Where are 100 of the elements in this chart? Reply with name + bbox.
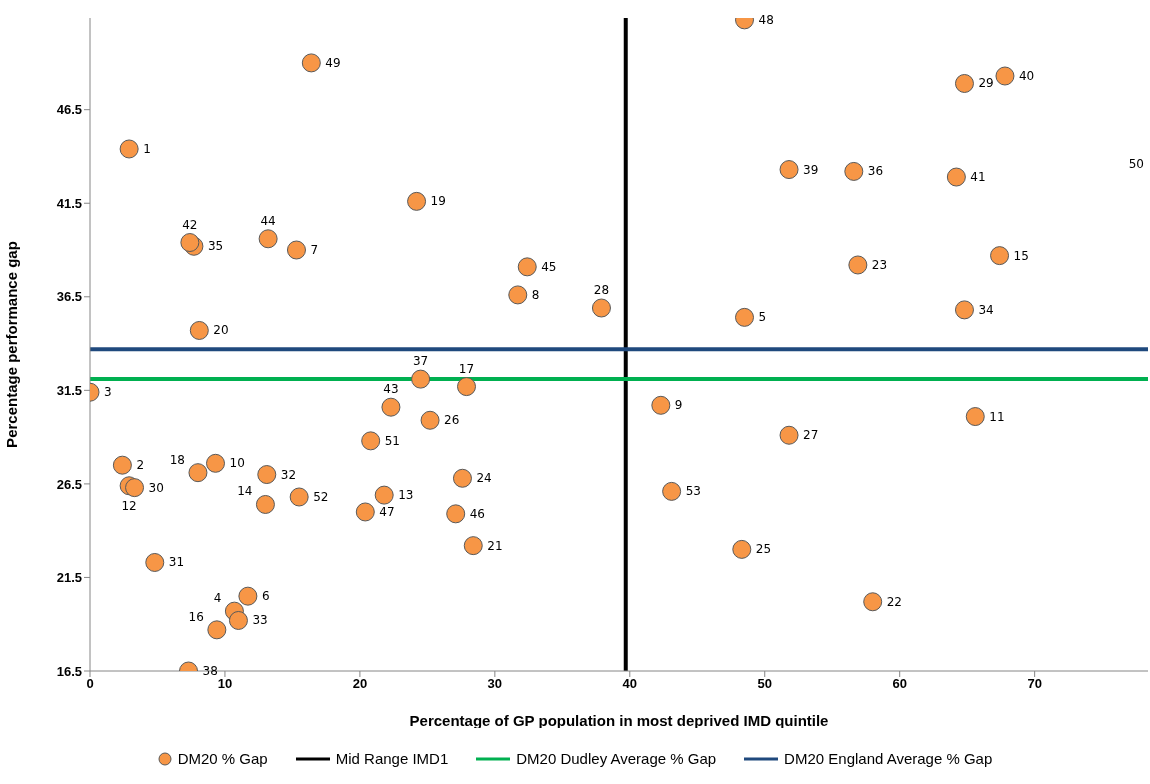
annotation: 48 bbox=[758, 12, 774, 27]
annotation: 14 bbox=[237, 484, 253, 499]
annotation: 51 bbox=[384, 433, 400, 448]
annotation: 32 bbox=[280, 467, 297, 482]
point bbox=[145, 552, 165, 572]
point bbox=[946, 167, 966, 187]
point bbox=[407, 191, 427, 211]
point bbox=[508, 285, 528, 305]
annotation: 37 bbox=[412, 354, 429, 369]
annotation: 23 bbox=[871, 257, 888, 272]
point bbox=[779, 425, 799, 445]
point bbox=[848, 255, 868, 275]
annotation: 39 bbox=[803, 162, 819, 177]
point bbox=[990, 246, 1010, 266]
y-axis-title: Percentage performance gap bbox=[3, 241, 21, 448]
point bbox=[119, 139, 139, 159]
annotation: 43 bbox=[383, 382, 399, 397]
annotation: 15 bbox=[1013, 248, 1029, 263]
annotation: 27 bbox=[803, 428, 819, 443]
point bbox=[381, 397, 401, 417]
point bbox=[411, 369, 431, 389]
annotation: 36 bbox=[867, 164, 884, 179]
point bbox=[228, 610, 248, 630]
point bbox=[863, 592, 883, 612]
annotation: 26 bbox=[444, 413, 460, 428]
x-tick-label: 60 bbox=[892, 676, 907, 692]
point bbox=[420, 410, 440, 430]
point bbox=[258, 229, 278, 249]
point bbox=[361, 431, 381, 451]
annotation: 22 bbox=[886, 594, 902, 609]
annotation: 2 bbox=[136, 458, 145, 473]
point bbox=[446, 504, 466, 524]
x-tick-label: 50 bbox=[757, 676, 772, 692]
annotation: 40 bbox=[1018, 69, 1035, 83]
point bbox=[457, 377, 477, 397]
point bbox=[301, 53, 321, 73]
point bbox=[735, 307, 754, 327]
point bbox=[374, 485, 394, 505]
legend-label: DM20 % Gap bbox=[177, 750, 268, 767]
point bbox=[844, 161, 864, 181]
annotation: 47 bbox=[379, 504, 395, 519]
annotation: 8 bbox=[531, 287, 540, 302]
point bbox=[238, 586, 258, 606]
annotation: 50 bbox=[1128, 157, 1144, 171]
legend-label: Mid Range IMD1 bbox=[335, 750, 449, 767]
annotation: 31 bbox=[168, 555, 185, 570]
annotation: 17 bbox=[458, 361, 475, 376]
point bbox=[112, 455, 132, 475]
y-tick-label: 31.5 bbox=[56, 382, 82, 398]
point bbox=[651, 395, 671, 415]
annotation: 52 bbox=[313, 489, 329, 504]
annotation: 28 bbox=[593, 283, 610, 298]
annotation: 5 bbox=[758, 310, 767, 325]
annotation: 3 bbox=[104, 385, 112, 400]
annotation: 33 bbox=[252, 613, 268, 628]
legend-label: DM20 Dudley Average % Gap bbox=[516, 750, 717, 767]
point bbox=[662, 481, 682, 501]
legend-label: DM20 England Average % Gap bbox=[784, 750, 993, 767]
point bbox=[517, 257, 537, 277]
annotation: 13 bbox=[398, 488, 414, 503]
annotation: 10 bbox=[229, 456, 245, 471]
point bbox=[954, 300, 974, 320]
x-tick-label: 0 bbox=[86, 676, 94, 692]
y-tick-label: 26.5 bbox=[56, 476, 82, 492]
point bbox=[207, 620, 227, 640]
annotation: 19 bbox=[430, 194, 446, 209]
point bbox=[257, 465, 277, 485]
annotation: 41 bbox=[970, 170, 986, 185]
annotation: 34 bbox=[978, 302, 994, 317]
x-tick-label: 30 bbox=[487, 676, 503, 692]
annotation: 4 bbox=[213, 591, 222, 606]
annotation: 11 bbox=[989, 409, 1005, 424]
annotation: 53 bbox=[685, 484, 701, 499]
annotation: 42 bbox=[182, 217, 198, 232]
y-tick-label: 36.5 bbox=[56, 289, 82, 305]
point bbox=[452, 468, 472, 488]
annotation: 21 bbox=[487, 538, 503, 553]
annotation: 38 bbox=[202, 664, 218, 678]
annotation: 29 bbox=[978, 76, 994, 91]
y-tick-label: 41.5 bbox=[56, 195, 82, 211]
annotation: 7 bbox=[310, 243, 319, 258]
annotation: 20 bbox=[213, 323, 229, 338]
annotation: 24 bbox=[476, 471, 492, 486]
annotation: 6 bbox=[261, 589, 270, 604]
annotation: 44 bbox=[260, 213, 276, 228]
point bbox=[289, 487, 309, 507]
annotation: 9 bbox=[674, 398, 683, 413]
point bbox=[286, 240, 306, 260]
annotation: 45 bbox=[541, 259, 557, 274]
y-tick-label: 16.5 bbox=[56, 663, 82, 679]
point bbox=[779, 160, 799, 180]
x-tick-label: 20 bbox=[352, 676, 368, 692]
point bbox=[995, 66, 1015, 86]
annotation: 35 bbox=[207, 239, 224, 254]
x-tick-label: 10 bbox=[217, 676, 233, 692]
point bbox=[355, 502, 375, 522]
annotation: 16 bbox=[188, 609, 204, 624]
point bbox=[965, 407, 985, 427]
point bbox=[125, 478, 145, 498]
annotation: 1 bbox=[143, 141, 151, 156]
